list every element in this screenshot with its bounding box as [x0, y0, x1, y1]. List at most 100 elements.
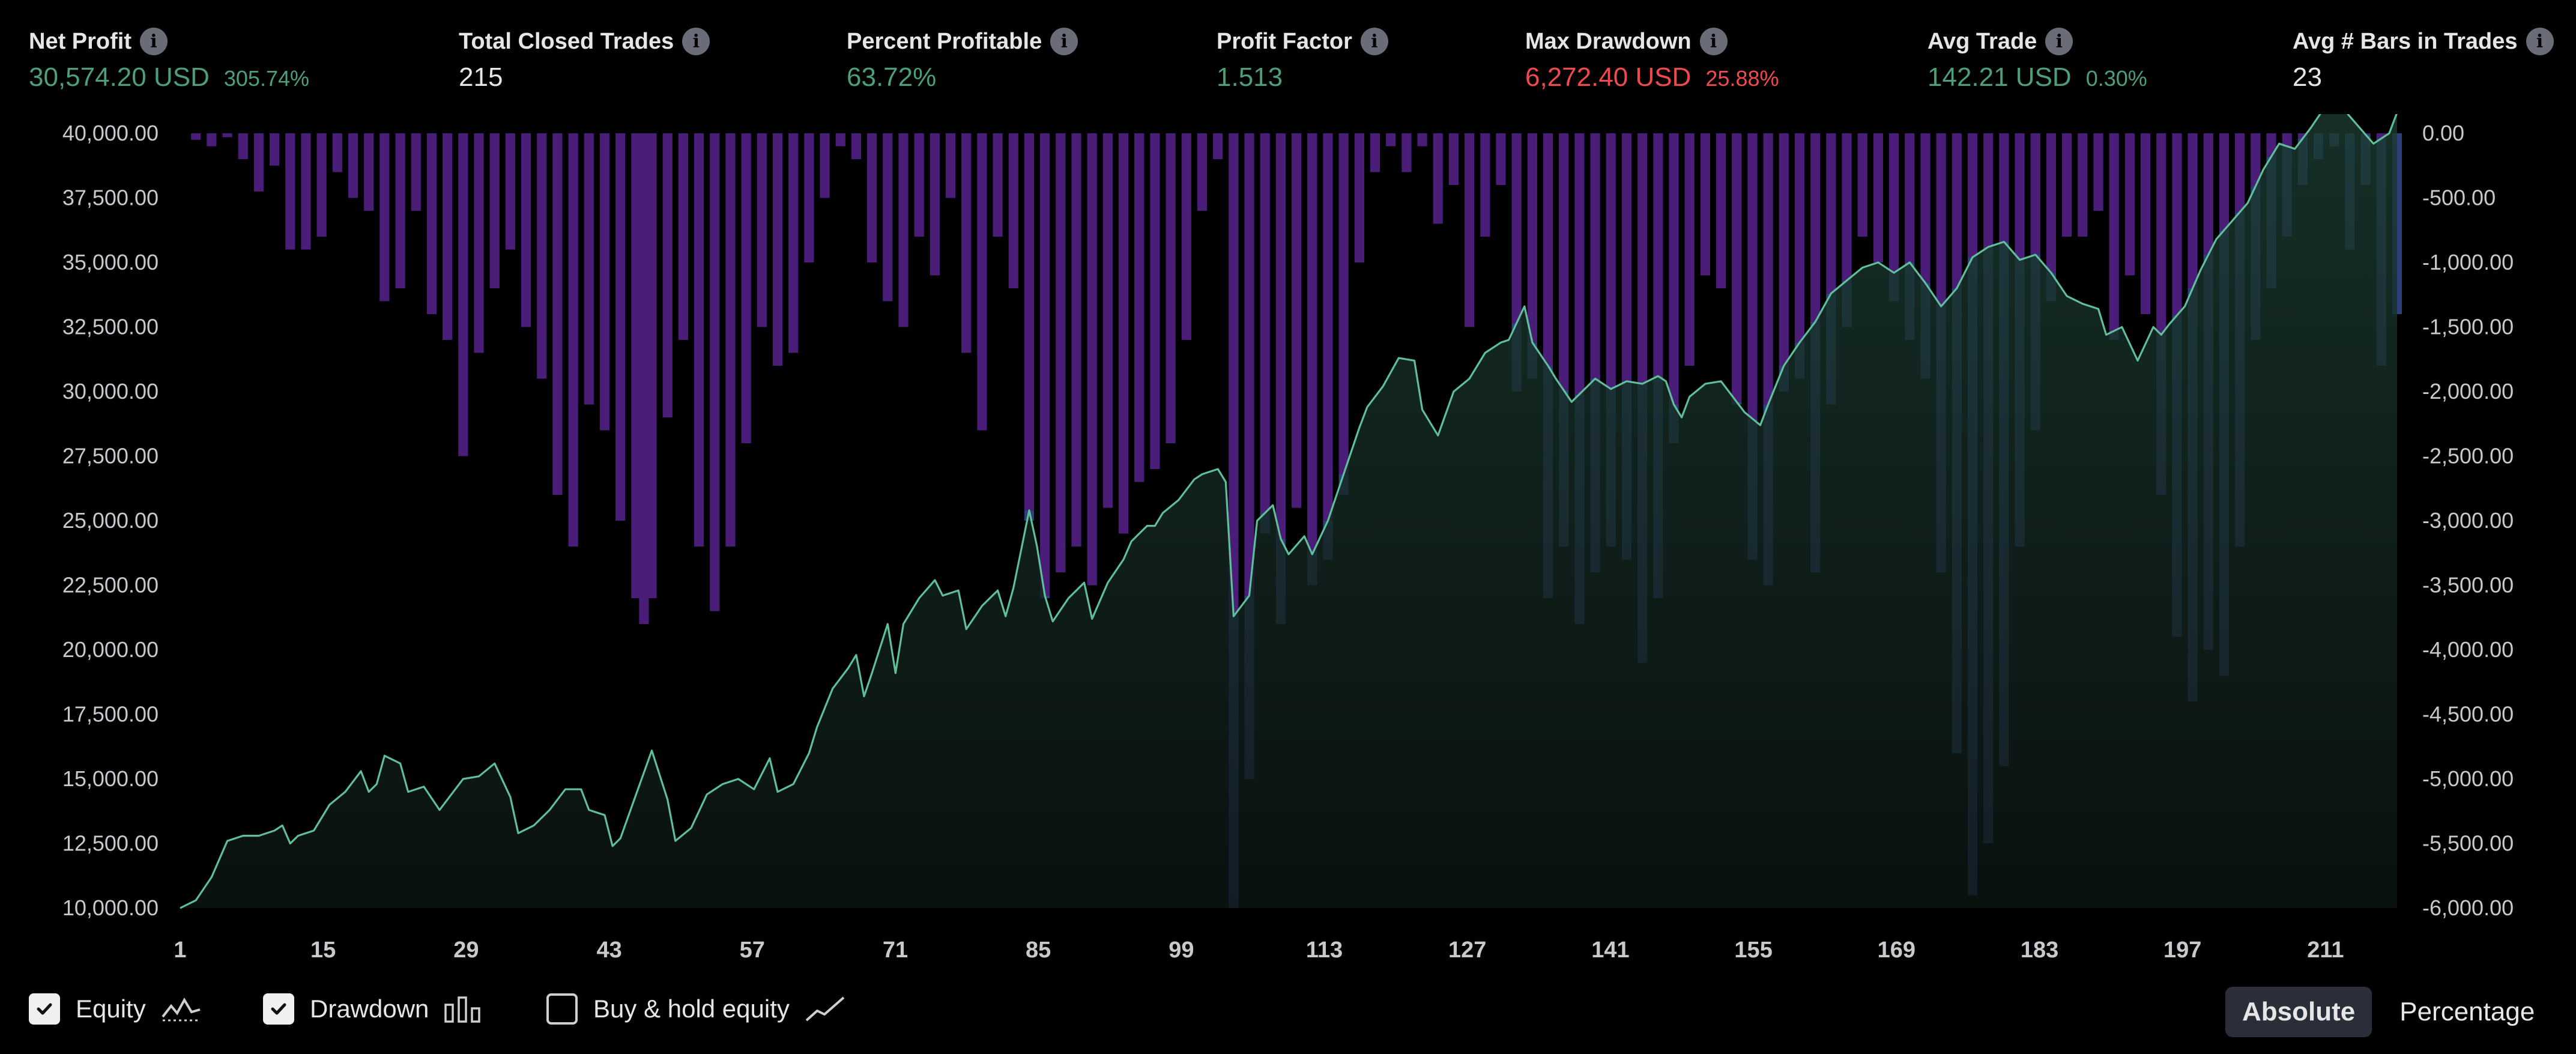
drawdown-bar	[1794, 133, 1805, 343]
legend-equity-label: Equity	[76, 995, 146, 1023]
drawdown-bar	[1307, 133, 1317, 554]
check-icon	[271, 1003, 286, 1015]
drawdown-bar	[1873, 133, 1884, 262]
y-left-tick-label: 20,000.00	[62, 637, 159, 662]
drawdown-bar	[1229, 133, 1239, 617]
drawdown-bar	[1480, 133, 1490, 237]
stat-max-drawdown: Max Drawdown i 6,272.40 USD 25.88%	[1525, 28, 1779, 92]
y-right-tick-label: 0.00	[2422, 121, 2464, 145]
drawdown-bar	[1150, 133, 1160, 469]
drawdown-bar	[914, 133, 924, 237]
stat-value: 215	[459, 62, 503, 92]
drawdown-bar	[930, 133, 940, 276]
drawdown-bar	[804, 133, 814, 262]
y-left-tick-label: 15,000.00	[62, 766, 159, 791]
drawdown-bar	[222, 133, 232, 138]
legend-equity[interactable]: Equity	[29, 993, 202, 1025]
drawdown-bar	[1134, 133, 1144, 482]
equity-series	[180, 114, 2398, 909]
stat-value: 1.513	[1217, 62, 1283, 92]
drawdown-bar	[2078, 133, 2088, 237]
buy-hold-checkbox[interactable]	[546, 993, 578, 1025]
drawdown-bar	[521, 133, 531, 327]
info-icon[interactable]: i	[1699, 28, 1728, 55]
equity-drawdown-chart[interactable]: 10,000.00 12,500.00 15,000.00 17,500.00 20,0…	[0, 114, 2576, 979]
drawdown-bar	[1386, 133, 1396, 147]
absolute-button[interactable]: Absolute	[2225, 987, 2372, 1037]
drawdown-bar	[2172, 133, 2182, 316]
drawdown-bar	[1448, 133, 1459, 185]
x-tick-label: 197	[2163, 937, 2201, 963]
drawdown-bar	[301, 133, 311, 250]
drawdown-bar	[1543, 133, 1553, 366]
info-icon[interactable]: i	[140, 28, 168, 55]
drawdown-bar	[2140, 133, 2151, 314]
drawdown-bar	[1716, 133, 1726, 288]
y-left-tick-label: 17,500.00	[62, 702, 159, 727]
line-series-icon	[162, 997, 201, 1022]
drawdown-checkbox[interactable]	[263, 993, 294, 1025]
y-right-tick-label: -6,000.00	[2422, 895, 2514, 920]
drawdown-bar	[411, 133, 421, 211]
y-axis-right: 0.00 -500.00 -1,000.00 -1,500.00 -2,000.00 -2…	[2422, 121, 2514, 920]
drawdown-bar	[788, 133, 799, 353]
y-right-tick-label: -5,500.00	[2422, 831, 2514, 856]
x-tick-label: 43	[596, 937, 621, 963]
drawdown-bar	[1889, 133, 1899, 273]
drawdown-bar	[1999, 133, 2009, 242]
legend-drawdown[interactable]: Drawdown	[263, 993, 482, 1025]
legend-buy-hold[interactable]: Buy & hold equity	[546, 993, 846, 1025]
x-tick-label: 113	[1306, 937, 1343, 963]
y-right-tick-label: -500.00	[2422, 186, 2496, 210]
stat-label: Profit Factor	[1217, 28, 1352, 54]
drawdown-bar	[1071, 133, 1081, 547]
stat-label: Avg # Bars in Trades	[2293, 28, 2518, 54]
drawdown-bar	[552, 133, 563, 495]
y-right-tick-label: -4,000.00	[2422, 637, 2514, 662]
drawdown-bar	[2046, 133, 2057, 273]
x-tick-label: 169	[1878, 937, 1915, 963]
stat-value: 30,574.20 USD	[29, 62, 210, 92]
drawdown-bar	[191, 133, 201, 140]
stat-avg-bars: Avg # Bars in Trades i 23	[2293, 28, 2554, 92]
drawdown-bar	[851, 133, 862, 159]
x-tick-label: 183	[2021, 937, 2058, 963]
x-tick-label: 15	[310, 937, 336, 963]
drawdown-bar	[1417, 133, 1427, 147]
drawdown-bar	[1181, 133, 1191, 340]
stats-header: Net Profit i 30,574.20 USD 305.74% Total C…	[0, 0, 2576, 114]
y-right-tick-label: -3,000.00	[2422, 508, 2514, 533]
info-icon[interactable]: i	[2526, 28, 2554, 55]
drawdown-bar	[1496, 133, 1506, 185]
info-icon[interactable]: i	[1360, 28, 1388, 55]
percentage-button[interactable]: Percentage	[2399, 997, 2535, 1026]
drawdown-bar	[1574, 133, 1585, 395]
drawdown-bar	[2251, 133, 2261, 187]
equity-area	[180, 114, 2397, 908]
x-tick-label: 57	[740, 937, 765, 963]
drawdown-bar	[1669, 133, 1679, 405]
x-tick-label: 1	[174, 937, 186, 963]
drawdown-bar	[1527, 133, 1537, 343]
drawdown-bar	[2015, 133, 2025, 260]
stat-label: Net Profit	[29, 28, 132, 54]
scale-toggle: Absolute Percentage	[2225, 985, 2551, 1039]
info-icon[interactable]: i	[2045, 28, 2073, 55]
info-icon[interactable]: i	[1050, 28, 1078, 55]
stat-avg-trade: Avg Trade i 142.21 USD 0.30%	[1927, 28, 2147, 92]
drawdown-bar	[2282, 133, 2292, 147]
drawdown-bar	[2376, 133, 2386, 139]
drawdown-bar	[1747, 133, 1758, 419]
drawdown-bar	[1952, 133, 1962, 288]
drawdown-bar	[379, 133, 390, 301]
drawdown-bar	[474, 133, 484, 353]
drawdown-bar	[1920, 133, 1930, 283]
y-right-tick-label: -2,500.00	[2422, 444, 2514, 468]
stat-label: Total Closed Trades	[459, 28, 674, 54]
drawdown-bar	[2297, 133, 2308, 139]
y-left-tick-label: 27,500.00	[62, 444, 159, 468]
y-right-tick-label: -2,000.00	[2422, 379, 2514, 404]
equity-checkbox[interactable]	[29, 993, 60, 1025]
info-icon[interactable]: i	[682, 28, 710, 55]
drawdown-bar	[1056, 133, 1066, 572]
